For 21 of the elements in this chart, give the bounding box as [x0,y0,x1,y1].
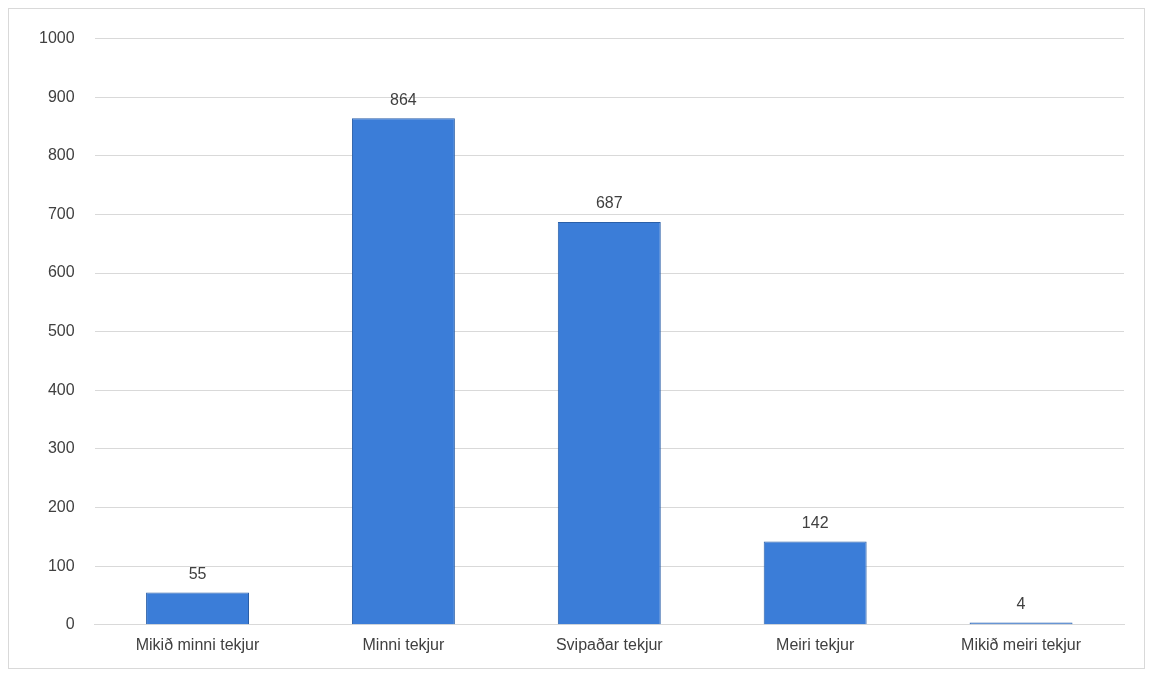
data-label: 55 [188,564,207,582]
y-tick-label: 1000 [39,29,75,47]
data-label: 142 [801,513,829,531]
y-tick-label: 0 [65,615,75,633]
y-tick-label: 100 [47,556,75,574]
x-tick-label: Svipaðar tekjur [555,635,664,653]
y-tick-label: 800 [47,146,75,164]
y-tick-label: 200 [47,497,75,515]
data-label: 4 [1016,594,1026,612]
data-label: 864 [390,90,417,108]
y-tick-label: 700 [47,204,75,222]
x-tick-label: Meiri tekjur [776,635,855,653]
y-tick-label: 400 [47,380,75,398]
x-tick-label: Mikið minni tekjur [135,635,260,653]
data-label: 687 [595,194,623,212]
x-tick-label: Minni tekjur [362,635,445,653]
y-tick-label: 600 [47,263,75,281]
y-tick-label: 300 [47,439,75,457]
x-tick-label: Mikið meiri tekjur [961,635,1082,653]
y-tick-label: 900 [47,87,75,105]
y-tick-label: 500 [47,322,75,340]
